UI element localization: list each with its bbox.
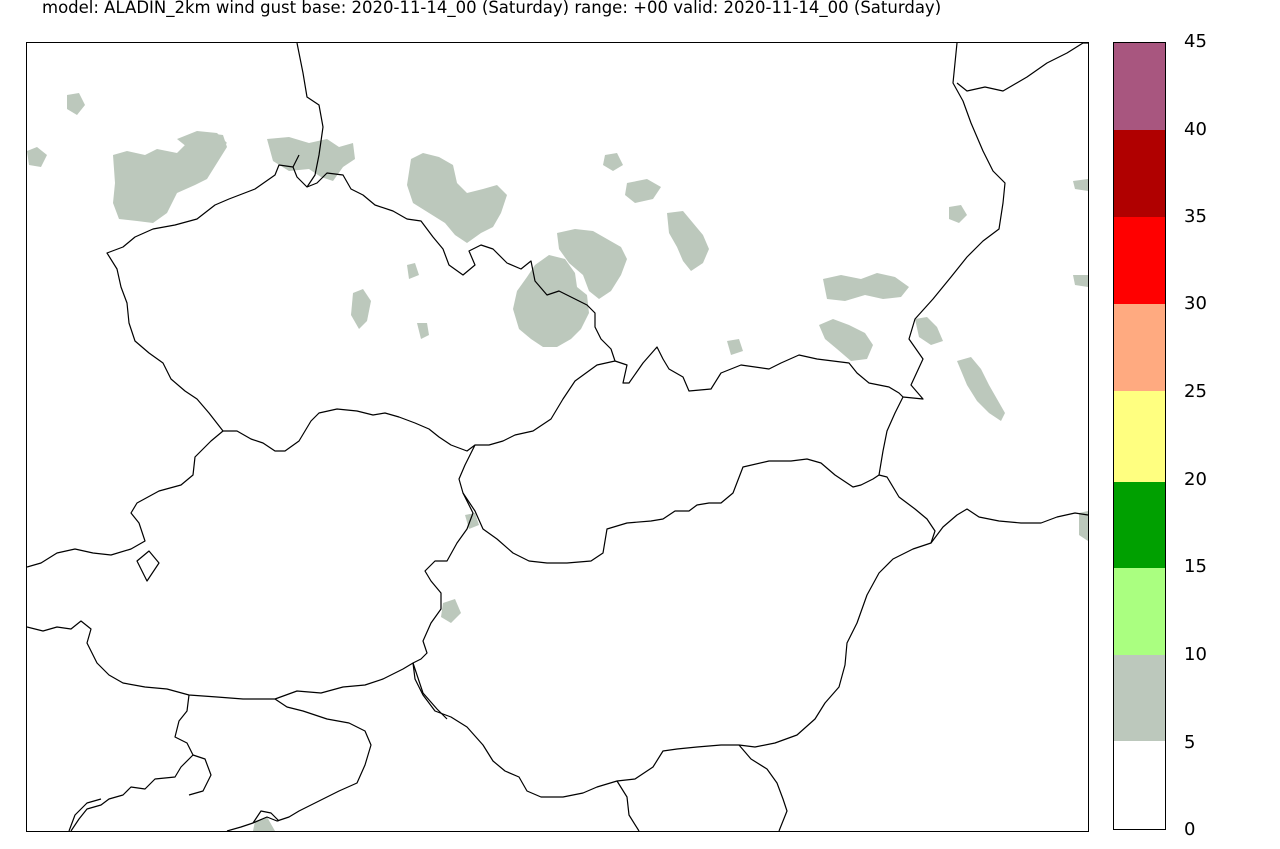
legend-band-35-40 bbox=[1114, 130, 1165, 217]
map-canvas bbox=[27, 43, 1088, 831]
legend-tick-35: 35 bbox=[1184, 206, 1207, 227]
legend-tick-30: 30 bbox=[1184, 293, 1207, 314]
legend-band-10-15 bbox=[1114, 568, 1165, 655]
map-title: model: ALADIN_2km wind gust base: 2020-1… bbox=[42, 0, 942, 17]
legend-band-0-5 bbox=[1114, 741, 1165, 829]
legend-band-5-10 bbox=[1114, 655, 1165, 741]
wind-gust-map[interactable] bbox=[26, 42, 1089, 832]
legend-band-25-30 bbox=[1114, 304, 1165, 391]
legend-tick-15: 15 bbox=[1184, 556, 1207, 577]
legend-band-20-25 bbox=[1114, 391, 1165, 482]
legend-band-30-35 bbox=[1114, 217, 1165, 304]
legend-tick-45: 45 bbox=[1184, 31, 1207, 52]
legend-tick-40: 40 bbox=[1184, 119, 1207, 140]
color-scale-legend bbox=[1113, 42, 1166, 830]
legend-band-15-20 bbox=[1114, 482, 1165, 568]
legend-tick-5: 5 bbox=[1184, 732, 1196, 753]
legend-tick-0: 0 bbox=[1184, 819, 1196, 840]
legend-tick-20: 20 bbox=[1184, 469, 1207, 490]
country-borders bbox=[27, 43, 1088, 831]
legend-tick-10: 10 bbox=[1184, 644, 1207, 665]
legend-tick-25: 25 bbox=[1184, 381, 1207, 402]
legend-band-40-45 bbox=[1114, 43, 1165, 130]
gust-patches-5-10 bbox=[27, 93, 1088, 831]
